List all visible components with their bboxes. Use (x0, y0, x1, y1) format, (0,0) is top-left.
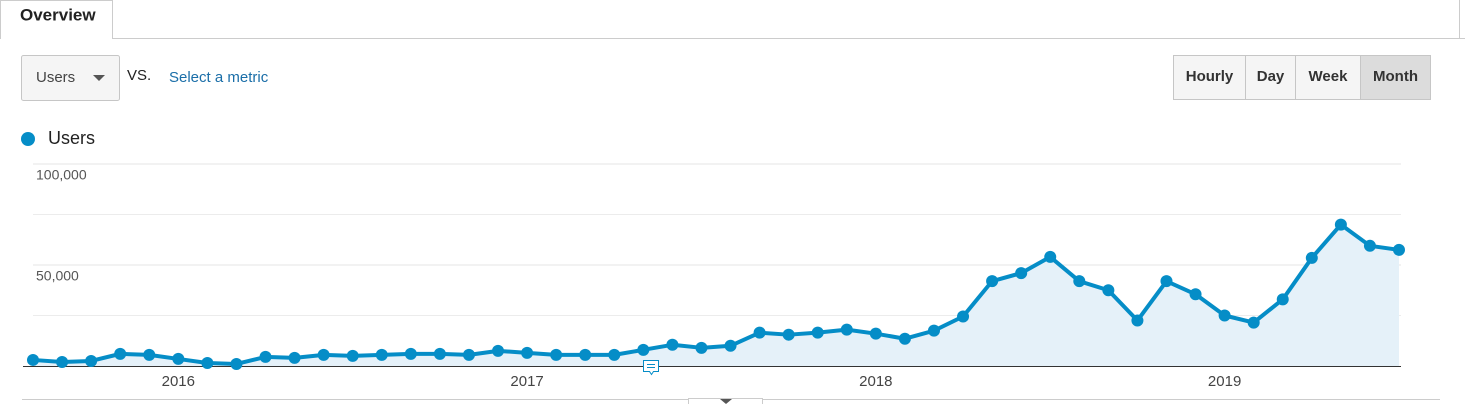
tab-cover (1, 30, 112, 40)
data-point (404, 347, 417, 360)
x-tick-label: 2019 (1208, 373, 1241, 390)
button-label[interactable]: Week (1309, 68, 1349, 85)
data-point (317, 348, 330, 361)
data-point (288, 351, 301, 364)
data-point (1305, 251, 1318, 264)
dropdown-label[interactable]: Users (36, 69, 75, 86)
data-point (957, 310, 970, 323)
granularity-button[interactable] (1295, 55, 1361, 100)
data-point (201, 356, 214, 369)
data-point (1363, 239, 1376, 252)
data-point (346, 349, 359, 362)
data-point (433, 347, 446, 360)
data-point (579, 348, 592, 361)
granularity-button[interactable] (1360, 55, 1431, 100)
data-point (230, 357, 243, 370)
data-point (1393, 243, 1405, 256)
data-point (724, 339, 737, 352)
annotation-lines (647, 364, 655, 368)
granularity-button[interactable] (1173, 55, 1246, 100)
data-point (521, 346, 534, 359)
y-tick-label: 50,000 (36, 268, 79, 284)
data-point (1131, 314, 1144, 327)
data-point (1073, 275, 1086, 288)
metric-dropdown[interactable] (21, 55, 120, 101)
data-point (143, 348, 156, 361)
data-point (608, 348, 621, 361)
tab-label[interactable]: Overview (20, 5, 96, 24)
area (33, 224, 1399, 366)
data-point (259, 350, 272, 363)
x-tick-label: 2018 (859, 373, 892, 390)
button-label[interactable]: Day (1257, 68, 1285, 85)
data-point (927, 324, 940, 337)
data-point (1276, 293, 1289, 306)
legend-label: Users (48, 128, 95, 148)
data-point (869, 327, 882, 340)
data-point (782, 328, 795, 341)
data-point (753, 326, 766, 339)
data-point (1015, 267, 1028, 280)
data-point (986, 275, 999, 288)
data-point (462, 348, 475, 361)
data-point (1218, 309, 1231, 322)
data-point (1160, 275, 1173, 288)
data-point (1247, 316, 1260, 329)
data-point (56, 355, 69, 368)
data-point (840, 323, 853, 336)
data-point (550, 348, 563, 361)
y-tick-label: 100,000 (36, 167, 87, 183)
data-point (85, 354, 98, 367)
x-tick-label: 2016 (162, 373, 195, 390)
data-point (1189, 288, 1202, 301)
select-metric-link[interactable]: Select a metric (169, 69, 269, 86)
dropdown-arrow (93, 75, 105, 81)
data-point (811, 326, 824, 339)
data-point (666, 338, 679, 351)
button-label[interactable]: Month (1373, 68, 1418, 85)
x-tick-label: 2017 (510, 373, 543, 390)
button-label[interactable]: Hourly (1186, 68, 1234, 85)
data-point (695, 341, 708, 354)
tab-box (0, 0, 113, 39)
legend-dot (21, 132, 35, 146)
vs-label: VS. (127, 67, 151, 84)
data-point (492, 344, 505, 357)
collapse-arrow (720, 399, 732, 404)
data-point (375, 348, 388, 361)
data-point (27, 353, 39, 366)
data-point (1334, 218, 1347, 231)
data-point (172, 352, 185, 365)
data-point (898, 332, 911, 345)
data-point (1102, 284, 1115, 297)
data-point (1044, 250, 1057, 263)
data-point (114, 347, 127, 360)
data-point (637, 343, 650, 356)
